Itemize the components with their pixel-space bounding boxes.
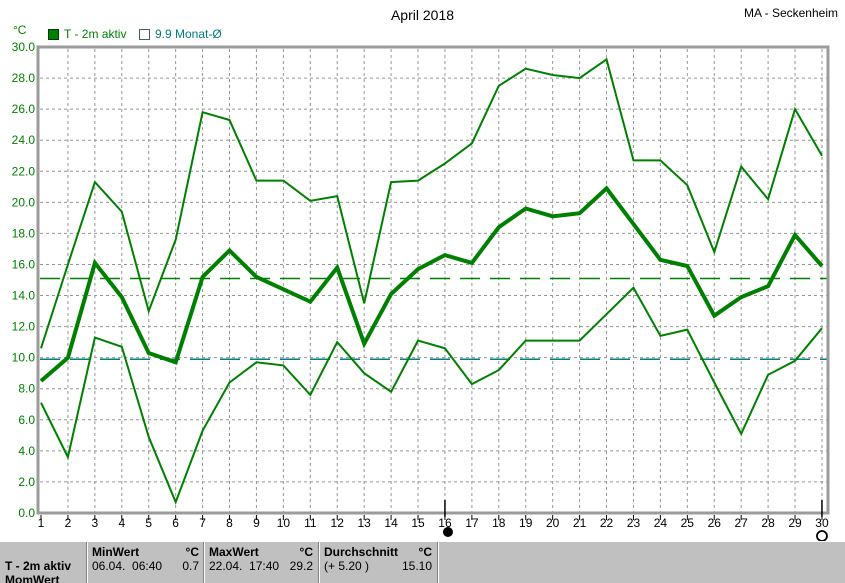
svg-text:22: 22 xyxy=(600,516,614,530)
svg-text:30: 30 xyxy=(815,516,829,530)
svg-text:6.0: 6.0 xyxy=(18,413,35,427)
statusbar-separator xyxy=(318,542,320,583)
svg-text:18.0: 18.0 xyxy=(12,226,36,240)
svg-text:2.0: 2.0 xyxy=(18,475,35,489)
max-label: MaxWert xyxy=(209,545,259,559)
series-min-line xyxy=(40,286,823,505)
svg-text:30.0: 30.0 xyxy=(12,40,36,54)
average-value: 15.10 xyxy=(401,559,432,573)
channel-label: T - 2m aktiv xyxy=(5,559,72,573)
plot-frame xyxy=(36,45,830,515)
svg-text:8: 8 xyxy=(226,516,233,530)
svg-text:20.0: 20.0 xyxy=(12,195,36,209)
legend-label-month-average: 9.9 Monat-Ø xyxy=(155,27,222,41)
svg-text:11: 11 xyxy=(304,516,317,530)
svg-text:23: 23 xyxy=(627,516,641,530)
y-axis: 0.0 2.0 4.0 6.0 8.0 10.0 12.0 14.0 16.0 18.0 20.0 2… xyxy=(12,40,36,520)
svg-text:24: 24 xyxy=(654,516,668,530)
svg-text:18: 18 xyxy=(492,516,506,530)
svg-text:27: 27 xyxy=(735,516,749,530)
statusbar-average-panel: Durchschnitt °C (+ 5.20 ) 15.10 xyxy=(324,542,432,583)
svg-text:14.0: 14.0 xyxy=(12,289,36,303)
svg-text:12.0: 12.0 xyxy=(12,320,36,334)
svg-text:19: 19 xyxy=(519,516,533,530)
min-value: 0.7 xyxy=(182,559,199,573)
svg-text:24.0: 24.0 xyxy=(12,133,36,147)
svg-text:1: 1 xyxy=(38,516,45,530)
min-unit: °C xyxy=(185,545,199,559)
svg-text:25: 25 xyxy=(681,516,695,530)
svg-text:26: 26 xyxy=(708,516,722,530)
average-label: Durchschnitt xyxy=(324,545,399,559)
max-unit: °C xyxy=(299,545,313,559)
average-diff: (+ 5.20 ) xyxy=(324,559,370,573)
max-datetime: 22.04. 17:40 xyxy=(209,559,280,573)
svg-text:29: 29 xyxy=(788,516,802,530)
svg-text:7: 7 xyxy=(199,516,206,530)
statusbar-separator xyxy=(203,542,205,583)
svg-text:4.0: 4.0 xyxy=(18,444,35,458)
legend-swatch-month-average xyxy=(139,29,150,40)
svg-text:0.0: 0.0 xyxy=(18,506,35,520)
svg-text:13: 13 xyxy=(357,516,371,530)
y-axis-unit-label: °C xyxy=(13,23,27,37)
reference-lines xyxy=(40,277,828,360)
svg-text:15: 15 xyxy=(411,516,425,530)
statusbar-channel-panel: T - 2m aktiv MomWert xyxy=(5,542,83,583)
svg-text:4: 4 xyxy=(118,516,125,530)
svg-text:20: 20 xyxy=(546,516,560,530)
min-label: MinWert xyxy=(92,545,140,559)
status-bar: T - 2m aktiv MomWert MinWert °C 06.04. 0… xyxy=(0,541,845,583)
max-value: 29.2 xyxy=(289,559,313,573)
page-title: April 2018 xyxy=(390,7,455,23)
min-datetime: 06.04. 06:40 xyxy=(92,559,163,573)
x-axis: 1 2 3 4 5 6 7 8 9 10 11 12 13 14 15 16 17 18 19 20 21 22 23 24 2… xyxy=(38,515,829,530)
temperature-chart: 1 2 3 4 5 6 7 8 9 10 11 12 13 14 15 16 17 18 19 20 21 22 23 24 2… xyxy=(12,40,830,541)
legend-swatch-active-series xyxy=(48,29,59,40)
svg-text:21: 21 xyxy=(573,516,587,530)
statusbar-max-panel: MaxWert °C 22.04. 17:40 29.2 xyxy=(209,542,313,583)
svg-text:26.0: 26.0 xyxy=(12,102,36,116)
svg-text:17: 17 xyxy=(465,516,479,530)
statusbar-separator xyxy=(86,542,88,583)
svg-text:16.0: 16.0 xyxy=(12,257,36,271)
series-mean-line xyxy=(39,185,824,383)
legend-label-active-series: T - 2m aktiv xyxy=(64,27,127,41)
gridlines xyxy=(40,49,827,512)
average-unit: °C xyxy=(418,545,432,559)
svg-text:28.0: 28.0 xyxy=(12,71,36,85)
svg-text:8.0: 8.0 xyxy=(18,382,35,396)
svg-text:10: 10 xyxy=(277,516,291,530)
svg-text:9: 9 xyxy=(253,516,260,530)
svg-text:5: 5 xyxy=(145,516,152,530)
svg-text:3: 3 xyxy=(92,516,99,530)
svg-text:10.0: 10.0 xyxy=(12,351,36,365)
statusbar-separator xyxy=(437,542,439,583)
cursor-marker-day-16[interactable] xyxy=(442,527,453,537)
svg-text:6: 6 xyxy=(172,516,179,530)
svg-text:12: 12 xyxy=(331,516,345,530)
svg-text:14: 14 xyxy=(384,516,398,530)
station-name: MA - Seckenheim xyxy=(743,6,838,20)
svg-text:16: 16 xyxy=(438,516,452,530)
svg-text:28: 28 xyxy=(761,516,775,530)
next-row-clipped-label: MomWert xyxy=(5,573,60,583)
svg-text:2: 2 xyxy=(65,516,72,530)
cursor-marker-day-30[interactable] xyxy=(816,530,828,541)
statusbar-min-panel: MinWert °C 06.04. 06:40 0.7 xyxy=(92,542,199,583)
svg-text:22.0: 22.0 xyxy=(12,164,36,178)
series-max-line xyxy=(40,57,823,349)
